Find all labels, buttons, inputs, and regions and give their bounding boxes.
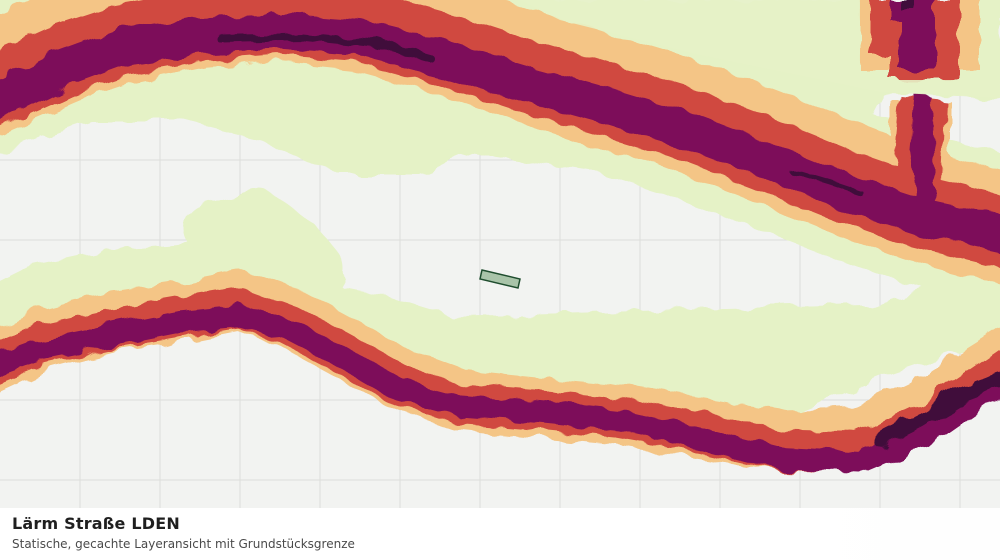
- layer-title: Lärm Straße LDEN: [12, 514, 180, 533]
- layer-subtitle: Statische, gecachte Layeransicht mit Gru…: [12, 537, 355, 551]
- map-region-light: [520, 0, 1000, 98]
- noise-zone-band-5: [216, 0, 1000, 447]
- noise-zone-band-4: [0, 0, 1000, 473]
- parcel-boundary[interactable]: [479, 269, 521, 289]
- map-caption: Lärm Straße LDEN Statische, gecachte Lay…: [0, 508, 1000, 560]
